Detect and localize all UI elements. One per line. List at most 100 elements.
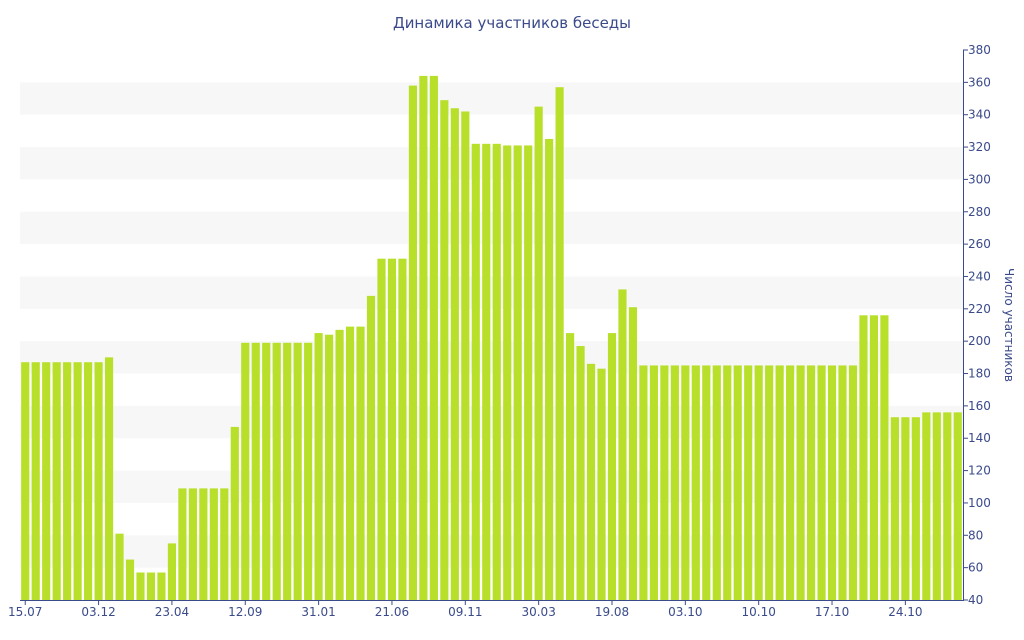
bar: [398, 258, 407, 600]
bar: [471, 143, 480, 600]
bar: [314, 333, 323, 600]
y-axis-ticks: 40 60 80 100 120 140 160 180 200 220 240 260 280 300 3…: [963, 43, 991, 607]
bar: [660, 365, 669, 600]
bar: [712, 365, 721, 600]
bar: [387, 258, 397, 600]
bar: [241, 342, 250, 600]
y-axis-title: Число участников: [1002, 268, 1016, 382]
bar: [733, 365, 742, 600]
bar: [146, 572, 156, 600]
x-tick-label: 23.04: [155, 605, 189, 619]
bar: [42, 362, 51, 600]
x-tick-label: 30.03: [521, 605, 555, 619]
bar: [586, 363, 596, 600]
bar: [272, 342, 281, 600]
bar: [786, 365, 795, 600]
bar: [566, 333, 575, 600]
y-tick-label: 380: [968, 43, 991, 57]
bar: [304, 342, 313, 600]
x-tick-label: 17.10: [815, 605, 849, 619]
bar: [178, 488, 187, 600]
bar: [911, 417, 920, 600]
bar: [555, 87, 564, 600]
y-tick-label: 300: [968, 172, 991, 186]
x-tick-label: 19.08: [595, 605, 629, 619]
bar: [901, 417, 910, 600]
bar: [953, 412, 962, 600]
bar: [136, 572, 145, 600]
grid-band: [20, 405, 963, 439]
bar: [827, 365, 837, 600]
bar: [230, 426, 239, 600]
bar: [63, 362, 72, 600]
x-tick-label: 24.10: [888, 605, 922, 619]
y-tick-label: 40: [968, 593, 983, 607]
bar: [492, 143, 501, 600]
y-tick-label: 240: [968, 269, 991, 283]
bar: [880, 315, 889, 600]
bar: [607, 333, 617, 600]
x-tick-label: 10.10: [742, 605, 776, 619]
bar: [335, 329, 344, 600]
bar: [429, 75, 438, 600]
bar: [125, 559, 135, 600]
bar: [869, 315, 879, 600]
bar: [356, 326, 365, 600]
bar: [408, 85, 417, 601]
bar: [450, 108, 459, 601]
bar: [73, 362, 82, 600]
bar: [167, 543, 177, 600]
grid-band: [20, 535, 963, 568]
bar: [251, 342, 260, 600]
bar: [618, 289, 627, 600]
bar: [115, 533, 124, 600]
bar: [838, 365, 847, 600]
bar: [639, 365, 648, 600]
bar: [104, 357, 114, 600]
x-tick-label: 15.07: [8, 605, 42, 619]
bar: [220, 488, 229, 600]
bar: [461, 111, 470, 600]
bar: [796, 365, 805, 600]
bar: [293, 342, 302, 600]
grid-band: [20, 276, 963, 309]
bar: [440, 100, 449, 601]
bar: [482, 143, 491, 600]
bar: [943, 412, 952, 600]
x-tick-label: 12.09: [228, 605, 262, 619]
bar: [702, 365, 711, 600]
x-tick-label: 09.11: [448, 605, 482, 619]
bar: [283, 342, 292, 600]
grid-band: [20, 470, 963, 503]
bar: [817, 365, 826, 600]
grid-band: [20, 147, 963, 180]
bar: [922, 412, 931, 600]
grid-band: [20, 211, 963, 245]
bar: [94, 362, 103, 600]
bar: [628, 307, 638, 600]
chart-title: Динамика участников беседы: [393, 14, 631, 32]
y-tick-label: 280: [968, 205, 991, 219]
bar: [209, 488, 218, 600]
y-tick-label: 180: [968, 367, 991, 381]
bar: [806, 365, 816, 600]
bar: [670, 365, 679, 600]
bar: [859, 315, 868, 600]
y-tick-label: 340: [968, 108, 991, 122]
bar: [744, 365, 753, 600]
y-tick-label: 120: [968, 464, 991, 478]
bar: [21, 362, 30, 600]
grid-bands: [20, 82, 963, 568]
bar: [345, 326, 355, 600]
y-tick-label: 140: [968, 431, 991, 445]
bar: [754, 365, 763, 600]
bar: [775, 365, 784, 600]
bar: [597, 368, 606, 600]
grid-band: [20, 82, 963, 115]
x-tick-label: 21.06: [375, 605, 409, 619]
bar: [723, 365, 732, 600]
y-tick-label: 360: [968, 75, 991, 89]
bar: [84, 362, 93, 600]
